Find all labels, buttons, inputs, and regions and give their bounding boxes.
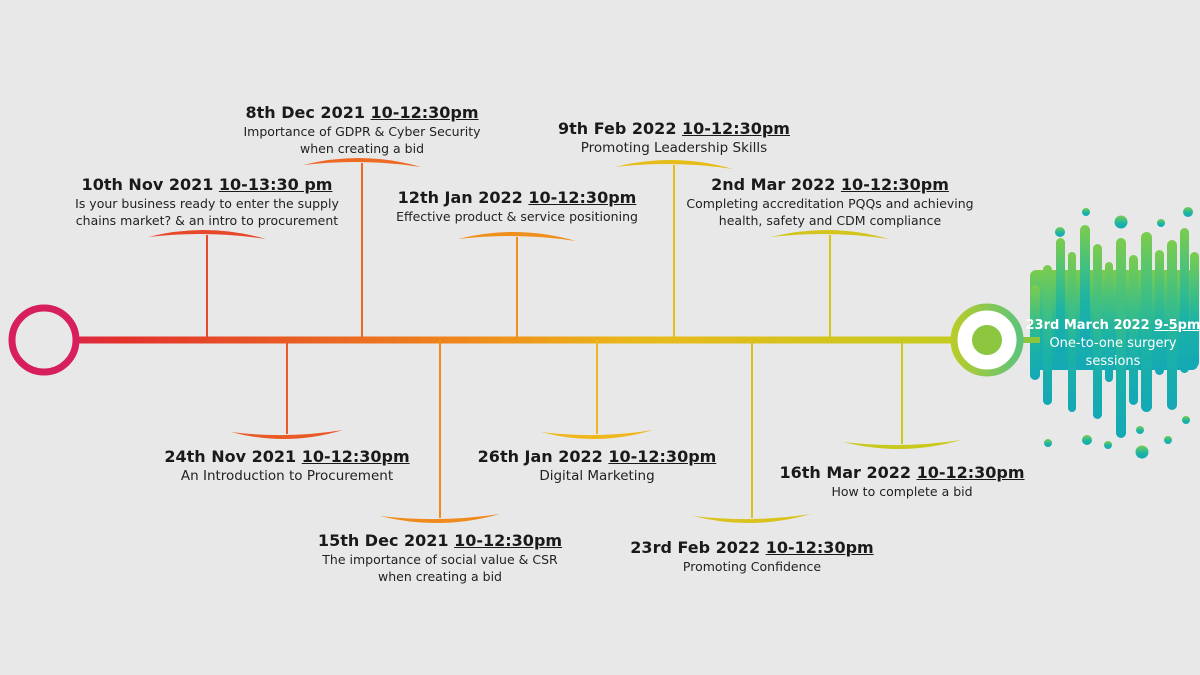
event-time: 10-12:30pm — [301, 447, 410, 466]
event-label: 2nd Mar 2022 10-12:30pm Completing accred… — [686, 175, 973, 229]
event-time: 10-12:30pm — [840, 175, 949, 194]
event-date: 16th Mar 2022 — [779, 463, 917, 482]
event-brush-stroke — [843, 440, 961, 450]
event-brush-stroke — [303, 157, 421, 167]
event-label: 15th Dec 2021 10-12:30pm The importance o… — [318, 531, 562, 585]
event-brush-stroke — [380, 514, 500, 524]
event-label: 10th Nov 2021 10-13:30 pm Is your busines… — [75, 175, 339, 229]
final-event-desc-line: sessions — [1085, 354, 1141, 369]
event-brush-stroke — [771, 229, 889, 239]
event-date: 12th Jan 2022 — [397, 188, 529, 207]
event-description: health, safety and CDM compliance — [718, 213, 942, 228]
event-label: 24th Nov 2021 10-12:30pm An Introduction … — [164, 447, 409, 485]
event-time: 10-12:30pm — [528, 188, 637, 207]
event-date: 2nd Mar 2022 — [711, 175, 841, 194]
event-time: 10-12:30pm — [454, 531, 563, 550]
final-event-label: 23rd March 2022 9-5pm One-to-one surgery… — [1026, 317, 1200, 371]
event-label: 26th Jan 2022 10-12:30pm Digital Marketin… — [478, 447, 717, 485]
event-brush-stroke — [541, 430, 653, 440]
event-description: Promoting Leadership Skills — [580, 140, 768, 156]
event-description: when creating a bid — [377, 569, 502, 584]
timeline-start-ring — [8, 304, 80, 376]
event-date: 26th Jan 2022 — [477, 447, 609, 466]
event-time: 10-12:30pm — [916, 463, 1025, 482]
event-label: 8th Dec 2021 10-12:30pm Importance of GDP… — [243, 103, 480, 157]
timeline-end-marker — [950, 303, 1024, 377]
event-description: The importance of social value & CSR — [322, 552, 558, 567]
event-brush-stroke — [458, 231, 576, 241]
event-description: How to complete a bid — [831, 484, 973, 499]
event-description: when creating a bid — [300, 141, 424, 156]
event-date: 15th Dec 2021 — [317, 531, 455, 550]
final-event-date: 23rd March 2022 — [1025, 318, 1150, 333]
event-description: Importance of GDPR & Cyber Security — [243, 124, 481, 139]
event-brush-stroke — [148, 229, 266, 239]
event-time: 10-12:30pm — [370, 103, 479, 122]
event-time: 10-12:30pm — [608, 447, 717, 466]
event-brush-stroke — [693, 514, 811, 524]
event-label: 12th Jan 2022 10-12:30pm Effective produc… — [396, 188, 638, 225]
event-time: 10-13:30 pm — [218, 175, 333, 194]
event-date: 23rd Feb 2022 — [630, 538, 766, 557]
event-brush-stroke — [231, 430, 343, 440]
event-description: Promoting Confidence — [682, 559, 822, 574]
event-time: 10-12:30pm — [765, 538, 874, 557]
event-description: Effective product & service positioning — [396, 209, 638, 224]
event-brush-stroke — [615, 159, 733, 169]
event-date: 9th Feb 2022 — [558, 119, 683, 138]
final-event-time: 9-5pm — [1154, 318, 1200, 333]
event-date: 10th Nov 2021 — [81, 175, 219, 194]
event-date: 8th Dec 2021 — [245, 103, 371, 122]
event-date: 24th Nov 2021 — [164, 447, 302, 466]
event-label: 16th Mar 2022 10-12:30pm How to complete … — [779, 463, 1024, 500]
splash-decoration — [1030, 207, 1199, 459]
event-description: An Introduction to Procurement — [180, 468, 394, 484]
event-description: Completing accreditation PQQs and achiev… — [686, 196, 974, 211]
event-description: Is your business ready to enter the supp… — [75, 196, 339, 211]
event-description: chains market? & an intro to procurement — [75, 213, 339, 228]
event-label: 9th Feb 2022 10-12:30pm Promoting Leaders… — [558, 119, 790, 157]
final-event-desc-line: One-to-one surgery — [1049, 336, 1177, 351]
event-description: Digital Marketing — [539, 468, 655, 484]
event-label: 23rd Feb 2022 10-12:30pm Promoting Confid… — [630, 538, 873, 575]
event-time: 10-12:30pm — [682, 119, 790, 138]
